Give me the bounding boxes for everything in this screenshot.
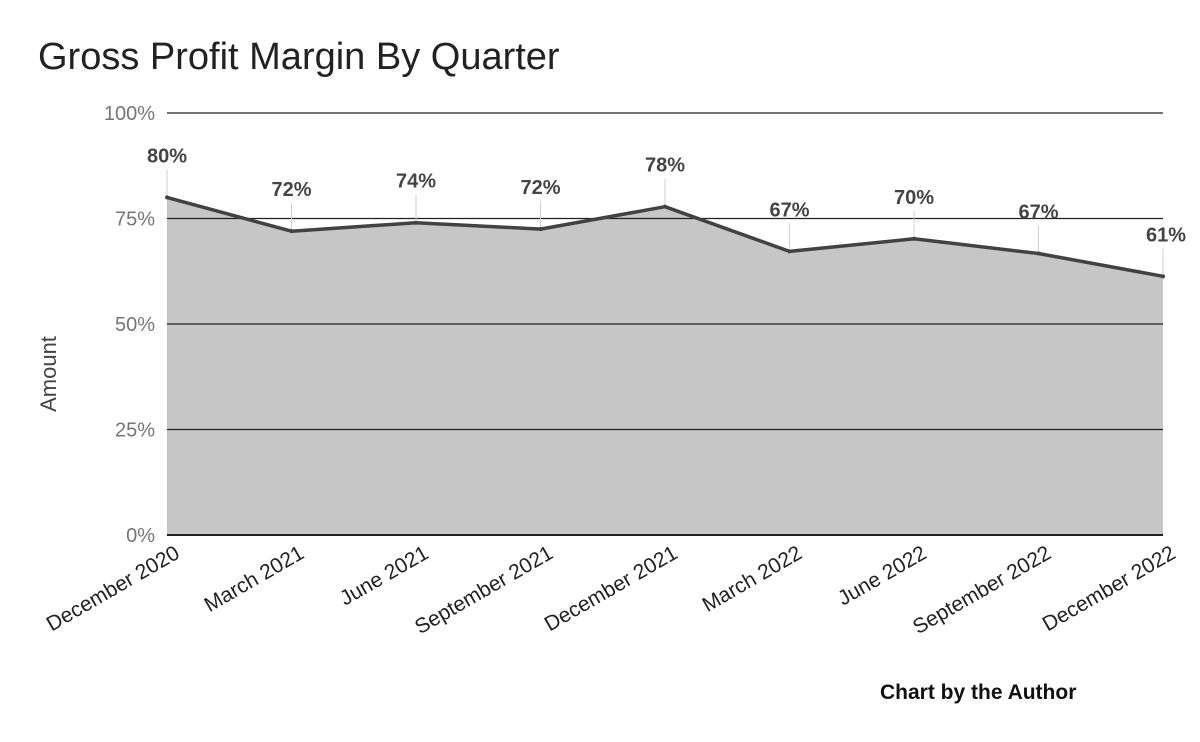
x-tick-label: June 2022: [834, 541, 930, 610]
x-tick-label: June 2021: [336, 541, 432, 610]
y-tick-label: 75%: [115, 209, 155, 231]
data-point: [538, 227, 543, 232]
y-tick-label: 50%: [115, 314, 155, 336]
data-point: [912, 236, 916, 241]
data-label: 72%: [271, 179, 311, 201]
data-label: 78%: [645, 155, 685, 177]
data-point: [663, 204, 667, 209]
x-tick-label: March 2022: [698, 541, 806, 616]
area-fill: [167, 197, 1163, 535]
data-label: 67%: [769, 199, 809, 221]
x-tick-label: December 2022: [1039, 541, 1180, 636]
data-label: 67%: [1018, 202, 1058, 224]
x-tick-label: September 2022: [909, 541, 1055, 639]
data-point: [787, 249, 792, 254]
data-point: [1161, 274, 1165, 279]
y-tick-label: 0%: [126, 525, 155, 547]
x-tick-label: September 2021: [411, 541, 557, 639]
data-label: 61%: [1146, 224, 1186, 246]
y-tick-label: 25%: [115, 420, 155, 442]
y-axis-label: Amount: [36, 336, 61, 412]
data-point: [289, 229, 294, 234]
x-tick-label: December 2021: [541, 541, 682, 636]
data-label: 74%: [396, 171, 436, 193]
data-point: [414, 220, 418, 225]
data-point: [165, 195, 169, 200]
chart-credit: Chart by the Author: [880, 681, 1076, 704]
chart-title: Gross Profit Margin By Quarter: [38, 36, 560, 78]
y-tick-label: 100%: [104, 103, 155, 125]
data-point: [1036, 251, 1041, 256]
data-label: 70%: [894, 187, 934, 209]
x-tick-label: March 2021: [200, 541, 308, 616]
data-label: 72%: [520, 177, 560, 199]
plot-area: 0% 25% 50% 75% 100% 80% 72% 74% 72% 78% 67% 70% 67% 6…: [43, 103, 1187, 639]
data-label: 80%: [147, 145, 187, 167]
x-tick-label: December 2020: [43, 541, 184, 636]
